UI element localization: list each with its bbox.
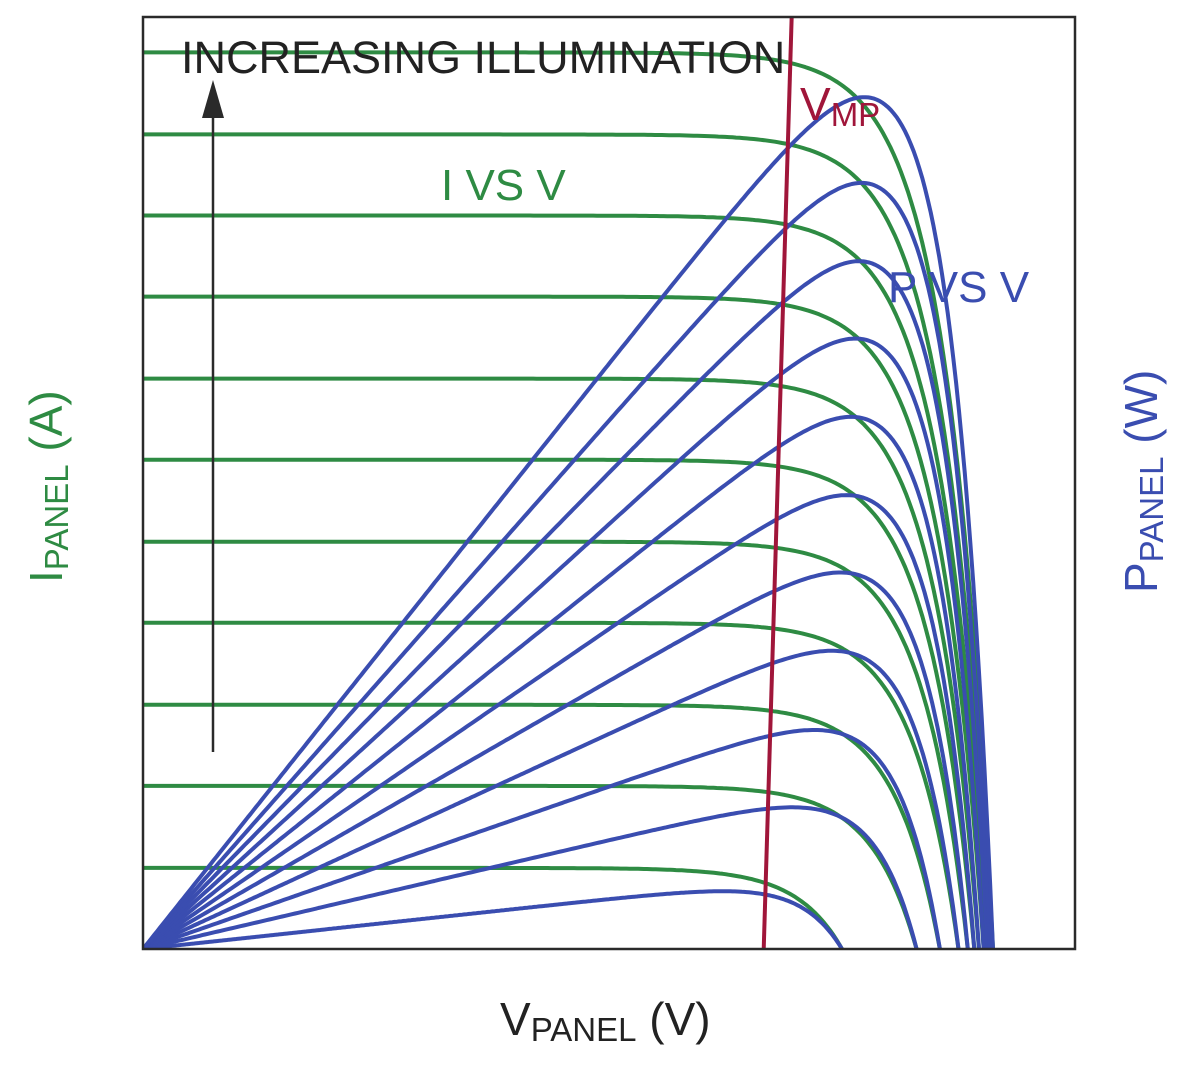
y-axis-left-label: IPANEL (A)	[20, 390, 75, 583]
power-curves	[143, 95, 995, 949]
p-vs-v-curve	[143, 414, 981, 949]
plot-frame	[141, 15, 1077, 951]
i-vs-v-curve	[143, 702, 942, 949]
p-vs-v-curve	[143, 180, 993, 949]
p-vs-v-curve	[143, 95, 995, 949]
i-vs-v-curve	[143, 213, 990, 949]
i-vs-v-curve	[143, 294, 986, 949]
i-vs-v-curve	[143, 376, 981, 949]
current-curves	[143, 50, 995, 949]
i-vs-v-curve	[143, 50, 995, 949]
p-vs-v-curve	[143, 493, 977, 949]
p-vs-v-curve	[143, 648, 961, 949]
p-vs-v-label: P VS V	[888, 263, 1030, 312]
p-vs-v-curve	[143, 728, 942, 949]
i-vs-v-curve	[143, 457, 977, 949]
p-vs-v-curve	[143, 570, 970, 949]
i-vs-v-curve	[143, 539, 970, 949]
vmp-line	[761, 16, 794, 950]
illumination-label: INCREASING ILLUMINATION	[181, 32, 785, 83]
i-vs-v-label: I VS V	[441, 161, 566, 210]
x-axis-label: VPANEL (V)	[500, 993, 711, 1048]
arrow-up-icon	[202, 80, 224, 118]
p-vs-v-curve	[143, 336, 986, 949]
y-axis-right-label: PPANEL (W)	[1115, 370, 1170, 593]
vmp-label: VMP	[800, 78, 880, 133]
p-vs-v-curve	[143, 889, 844, 949]
p-vs-v-curve	[143, 259, 990, 949]
p-vs-v-curve	[143, 805, 919, 949]
i-vs-v-curve	[143, 132, 993, 949]
